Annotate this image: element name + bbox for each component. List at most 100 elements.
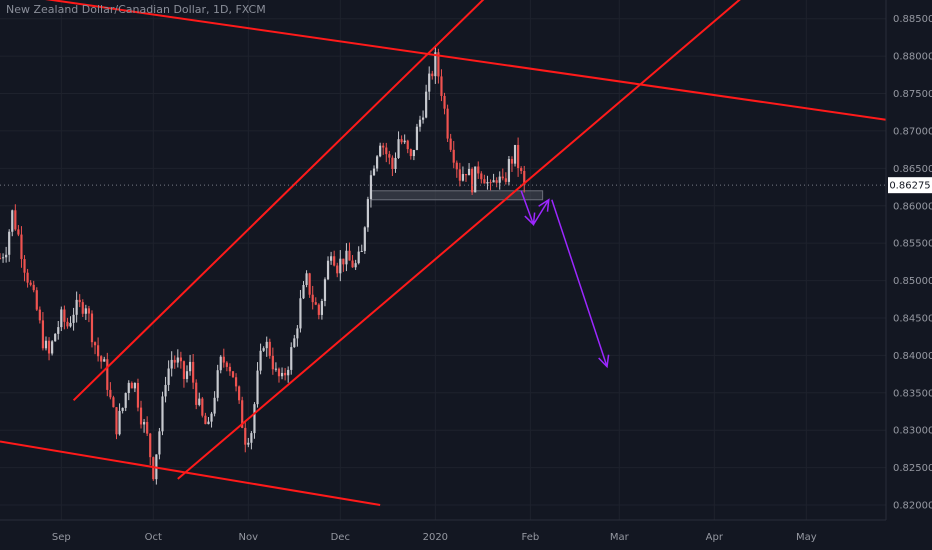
candle-body — [394, 157, 397, 170]
candle-body — [90, 313, 94, 343]
candle-body — [339, 258, 342, 274]
candle-body — [486, 182, 489, 184]
candle-body — [498, 176, 501, 183]
descending-channel-bottom[interactable] — [0, 440, 381, 507]
ascending-channel-top[interactable] — [72, 0, 491, 402]
candle-body — [311, 294, 314, 303]
candle-body — [152, 457, 155, 480]
candle-body — [23, 259, 26, 273]
candle-body — [477, 166, 480, 174]
candle-body — [5, 254, 8, 258]
candle-body — [366, 199, 369, 228]
candle-body — [400, 139, 403, 143]
x-tick-label: Mar — [610, 532, 630, 543]
candle-body — [517, 144, 520, 169]
candle-body — [409, 149, 412, 157]
candle-body — [333, 256, 336, 266]
candle-body — [510, 159, 514, 164]
candle-body — [440, 76, 443, 96]
candle-body — [127, 382, 130, 394]
candle-body — [32, 284, 35, 291]
candle-body — [176, 357, 179, 363]
x-tick-label: Nov — [239, 532, 259, 543]
candle-body — [434, 52, 437, 77]
candle-body — [69, 322, 72, 327]
candle-body — [182, 361, 186, 379]
x-tick-label: Oct — [145, 532, 162, 543]
candle-body — [501, 176, 504, 179]
candle-body — [66, 321, 69, 327]
arrow-shaft — [551, 199, 608, 367]
candle-body — [369, 175, 373, 200]
candle-body — [388, 154, 391, 158]
candle-body — [109, 389, 112, 398]
support-zone — [370, 190, 544, 201]
candle-body — [489, 182, 492, 184]
y-tick-label: 0.86000 — [893, 201, 932, 212]
candle-body — [14, 210, 17, 230]
candle-body — [20, 234, 23, 260]
candle-body — [253, 404, 256, 434]
candle-body — [247, 442, 250, 445]
candle-body — [75, 299, 78, 315]
y-tick-label: 0.87500 — [893, 89, 932, 100]
candle-body — [290, 347, 293, 370]
candle-body — [467, 168, 471, 176]
candle-body — [201, 398, 204, 416]
candle-body — [483, 179, 486, 184]
candle-body — [259, 350, 262, 371]
candle-body — [363, 227, 366, 251]
arrow-shaft — [532, 199, 550, 225]
descending-channel-top[interactable] — [0, 0, 887, 121]
candle-body — [471, 168, 474, 193]
candle-body — [443, 95, 446, 109]
candle-body — [8, 231, 11, 255]
candle-body — [437, 52, 440, 77]
candle-body — [216, 370, 219, 398]
candle-body — [38, 309, 41, 321]
candle-body — [256, 370, 259, 405]
candle-body — [210, 413, 213, 422]
candle-body — [198, 398, 201, 405]
projection-arrow-3[interactable] — [551, 199, 610, 369]
candle-body — [130, 382, 133, 389]
candle-body — [351, 260, 354, 268]
candle-body — [357, 251, 360, 264]
candle-body — [342, 258, 345, 265]
candle-body — [133, 383, 136, 389]
candle-body — [84, 308, 87, 314]
candle-body — [507, 159, 511, 182]
y-tick-label: 0.86500 — [893, 164, 932, 175]
y-tick-label: 0.83500 — [893, 388, 932, 399]
candle-body — [222, 356, 225, 363]
candle-body — [418, 119, 422, 127]
candle-body — [192, 361, 195, 383]
candle-body — [213, 397, 216, 414]
candle-body — [0, 258, 2, 260]
candle-body — [421, 117, 425, 120]
candle-body — [449, 138, 452, 150]
candle-body — [348, 250, 351, 261]
candle-body — [265, 341, 268, 349]
ascending-channel-bottom[interactable] — [177, 0, 748, 480]
candle-body — [51, 341, 54, 354]
candle-body — [72, 314, 75, 323]
candle-body — [78, 299, 81, 303]
candle-body — [326, 260, 330, 280]
candle-body — [513, 144, 517, 164]
projection-arrow-2[interactable] — [532, 198, 550, 225]
candle-body — [47, 340, 51, 354]
candle-body — [81, 302, 84, 314]
candle-body — [274, 368, 278, 370]
candle-body — [385, 147, 388, 155]
candle-body — [103, 359, 106, 362]
candle-body — [284, 372, 287, 376]
grid — [0, 0, 886, 520]
candle-body — [207, 421, 210, 425]
candle-body — [250, 433, 253, 443]
candle-body — [302, 284, 305, 299]
candle-body — [100, 356, 103, 362]
